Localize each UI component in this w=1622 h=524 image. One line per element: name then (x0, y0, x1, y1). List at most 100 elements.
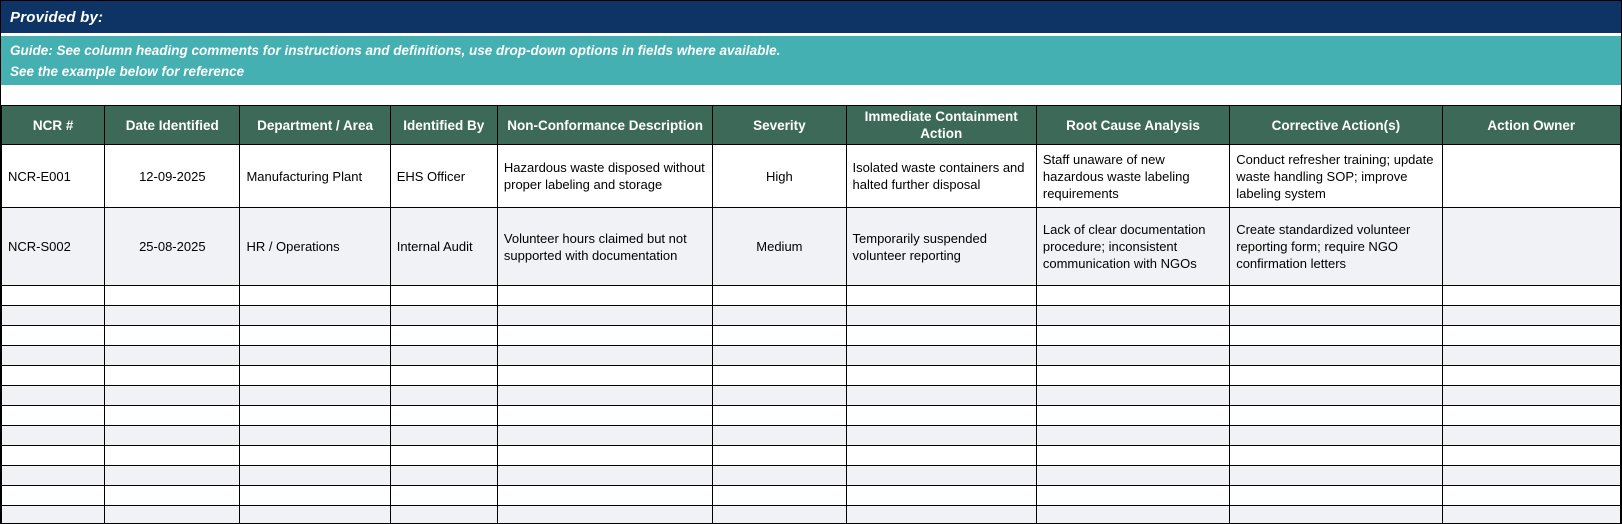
empty-cell-non_conformance_description[interactable] (496, 385, 714, 406)
empty-cell-date_identified[interactable] (104, 485, 241, 506)
empty-cell-action_owner[interactable] (1441, 365, 1621, 386)
empty-cell-department_area[interactable] (239, 365, 391, 386)
empty-cell-severity[interactable] (712, 305, 847, 326)
empty-cell-action_owner[interactable] (1441, 345, 1621, 366)
empty-cell-date_identified[interactable] (104, 345, 241, 366)
empty-cell-severity[interactable] (712, 285, 847, 306)
cell-non_conformance_description[interactable]: Hazardous waste disposed without proper … (496, 144, 714, 208)
empty-cell-corrective_actions[interactable] (1229, 445, 1443, 466)
empty-cell-corrective_actions[interactable] (1229, 385, 1443, 406)
empty-cell-non_conformance_description[interactable] (496, 365, 714, 386)
cell-action_owner[interactable] (1441, 144, 1621, 208)
empty-cell-corrective_actions[interactable] (1229, 345, 1443, 366)
cell-date_identified[interactable]: 25-08-2025 (104, 207, 241, 286)
empty-cell-non_conformance_description[interactable] (496, 305, 714, 326)
empty-cell-corrective_actions[interactable] (1229, 465, 1443, 486)
empty-cell-severity[interactable] (712, 325, 847, 346)
empty-cell-department_area[interactable] (239, 325, 391, 346)
empty-cell-department_area[interactable] (239, 425, 391, 446)
empty-cell-identified_by[interactable] (389, 325, 498, 346)
cell-department_area[interactable]: Manufacturing Plant (239, 144, 391, 208)
empty-cell-corrective_actions[interactable] (1229, 325, 1443, 346)
empty-cell-corrective_actions[interactable] (1229, 485, 1443, 506)
empty-cell-severity[interactable] (712, 405, 847, 426)
empty-cell-department_area[interactable] (239, 285, 391, 306)
empty-cell-date_identified[interactable] (104, 285, 241, 306)
empty-cell-root_cause_analysis[interactable] (1035, 405, 1231, 426)
cell-identified_by[interactable]: Internal Audit (389, 207, 498, 286)
empty-cell-date_identified[interactable] (104, 385, 241, 406)
empty-cell-action_owner[interactable] (1441, 305, 1621, 326)
empty-cell-date_identified[interactable] (104, 305, 241, 326)
empty-cell-action_owner[interactable] (1441, 505, 1621, 523)
empty-cell-ncr_number[interactable] (1, 405, 106, 426)
empty-cell-identified_by[interactable] (389, 405, 498, 426)
empty-cell-root_cause_analysis[interactable] (1035, 285, 1231, 306)
empty-cell-immediate_containment_action[interactable] (845, 305, 1037, 326)
empty-cell-severity[interactable] (712, 345, 847, 366)
cell-ncr_number[interactable]: NCR-S002 (1, 207, 106, 286)
cell-severity[interactable]: Medium (712, 207, 847, 286)
empty-cell-corrective_actions[interactable] (1229, 505, 1443, 523)
empty-cell-non_conformance_description[interactable] (496, 325, 714, 346)
empty-cell-severity[interactable] (712, 365, 847, 386)
empty-cell-action_owner[interactable] (1441, 285, 1621, 306)
empty-cell-date_identified[interactable] (104, 405, 241, 426)
empty-cell-severity[interactable] (712, 465, 847, 486)
empty-cell-identified_by[interactable] (389, 385, 498, 406)
empty-cell-action_owner[interactable] (1441, 445, 1621, 466)
empty-cell-ncr_number[interactable] (1, 505, 106, 523)
empty-cell-root_cause_analysis[interactable] (1035, 305, 1231, 326)
empty-cell-non_conformance_description[interactable] (496, 505, 714, 523)
empty-cell-immediate_containment_action[interactable] (845, 485, 1037, 506)
empty-cell-ncr_number[interactable] (1, 465, 106, 486)
cell-root_cause_analysis[interactable]: Staff unaware of new hazardous waste lab… (1035, 144, 1231, 208)
empty-cell-ncr_number[interactable] (1, 285, 106, 306)
empty-cell-identified_by[interactable] (389, 505, 498, 523)
empty-cell-date_identified[interactable] (104, 465, 241, 486)
empty-cell-immediate_containment_action[interactable] (845, 405, 1037, 426)
empty-cell-immediate_containment_action[interactable] (845, 505, 1037, 523)
cell-corrective_actions[interactable]: Create standardized volunteer reporting … (1229, 207, 1443, 286)
cell-immediate_containment_action[interactable]: Temporarily suspended volunteer reportin… (845, 207, 1037, 286)
empty-cell-department_area[interactable] (239, 465, 391, 486)
cell-severity[interactable]: High (712, 144, 847, 208)
cell-immediate_containment_action[interactable]: Isolated waste containers and halted fur… (845, 144, 1037, 208)
empty-cell-identified_by[interactable] (389, 485, 498, 506)
empty-cell-identified_by[interactable] (389, 365, 498, 386)
empty-cell-immediate_containment_action[interactable] (845, 385, 1037, 406)
empty-cell-non_conformance_description[interactable] (496, 405, 714, 426)
empty-cell-root_cause_analysis[interactable] (1035, 365, 1231, 386)
empty-cell-ncr_number[interactable] (1, 425, 106, 446)
empty-cell-root_cause_analysis[interactable] (1035, 445, 1231, 466)
empty-cell-date_identified[interactable] (104, 505, 241, 523)
empty-cell-severity[interactable] (712, 485, 847, 506)
empty-cell-severity[interactable] (712, 445, 847, 466)
empty-cell-non_conformance_description[interactable] (496, 465, 714, 486)
empty-cell-ncr_number[interactable] (1, 485, 106, 506)
empty-cell-department_area[interactable] (239, 305, 391, 326)
empty-cell-action_owner[interactable] (1441, 405, 1621, 426)
empty-cell-ncr_number[interactable] (1, 445, 106, 466)
cell-action_owner[interactable] (1441, 207, 1621, 286)
empty-cell-department_area[interactable] (239, 445, 391, 466)
empty-cell-ncr_number[interactable] (1, 305, 106, 326)
empty-cell-immediate_containment_action[interactable] (845, 445, 1037, 466)
empty-cell-immediate_containment_action[interactable] (845, 365, 1037, 386)
empty-cell-date_identified[interactable] (104, 365, 241, 386)
empty-cell-ncr_number[interactable] (1, 345, 106, 366)
cell-department_area[interactable]: HR / Operations (239, 207, 391, 286)
empty-cell-action_owner[interactable] (1441, 485, 1621, 506)
cell-non_conformance_description[interactable]: Volunteer hours claimed but not supporte… (496, 207, 714, 286)
cell-corrective_actions[interactable]: Conduct refresher training; update waste… (1229, 144, 1443, 208)
empty-cell-severity[interactable] (712, 385, 847, 406)
empty-cell-root_cause_analysis[interactable] (1035, 385, 1231, 406)
empty-cell-severity[interactable] (712, 505, 847, 523)
empty-cell-corrective_actions[interactable] (1229, 405, 1443, 426)
empty-cell-ncr_number[interactable] (1, 385, 106, 406)
empty-cell-immediate_containment_action[interactable] (845, 425, 1037, 446)
empty-cell-immediate_containment_action[interactable] (845, 465, 1037, 486)
empty-cell-non_conformance_description[interactable] (496, 345, 714, 366)
empty-cell-identified_by[interactable] (389, 305, 498, 326)
empty-cell-identified_by[interactable] (389, 465, 498, 486)
